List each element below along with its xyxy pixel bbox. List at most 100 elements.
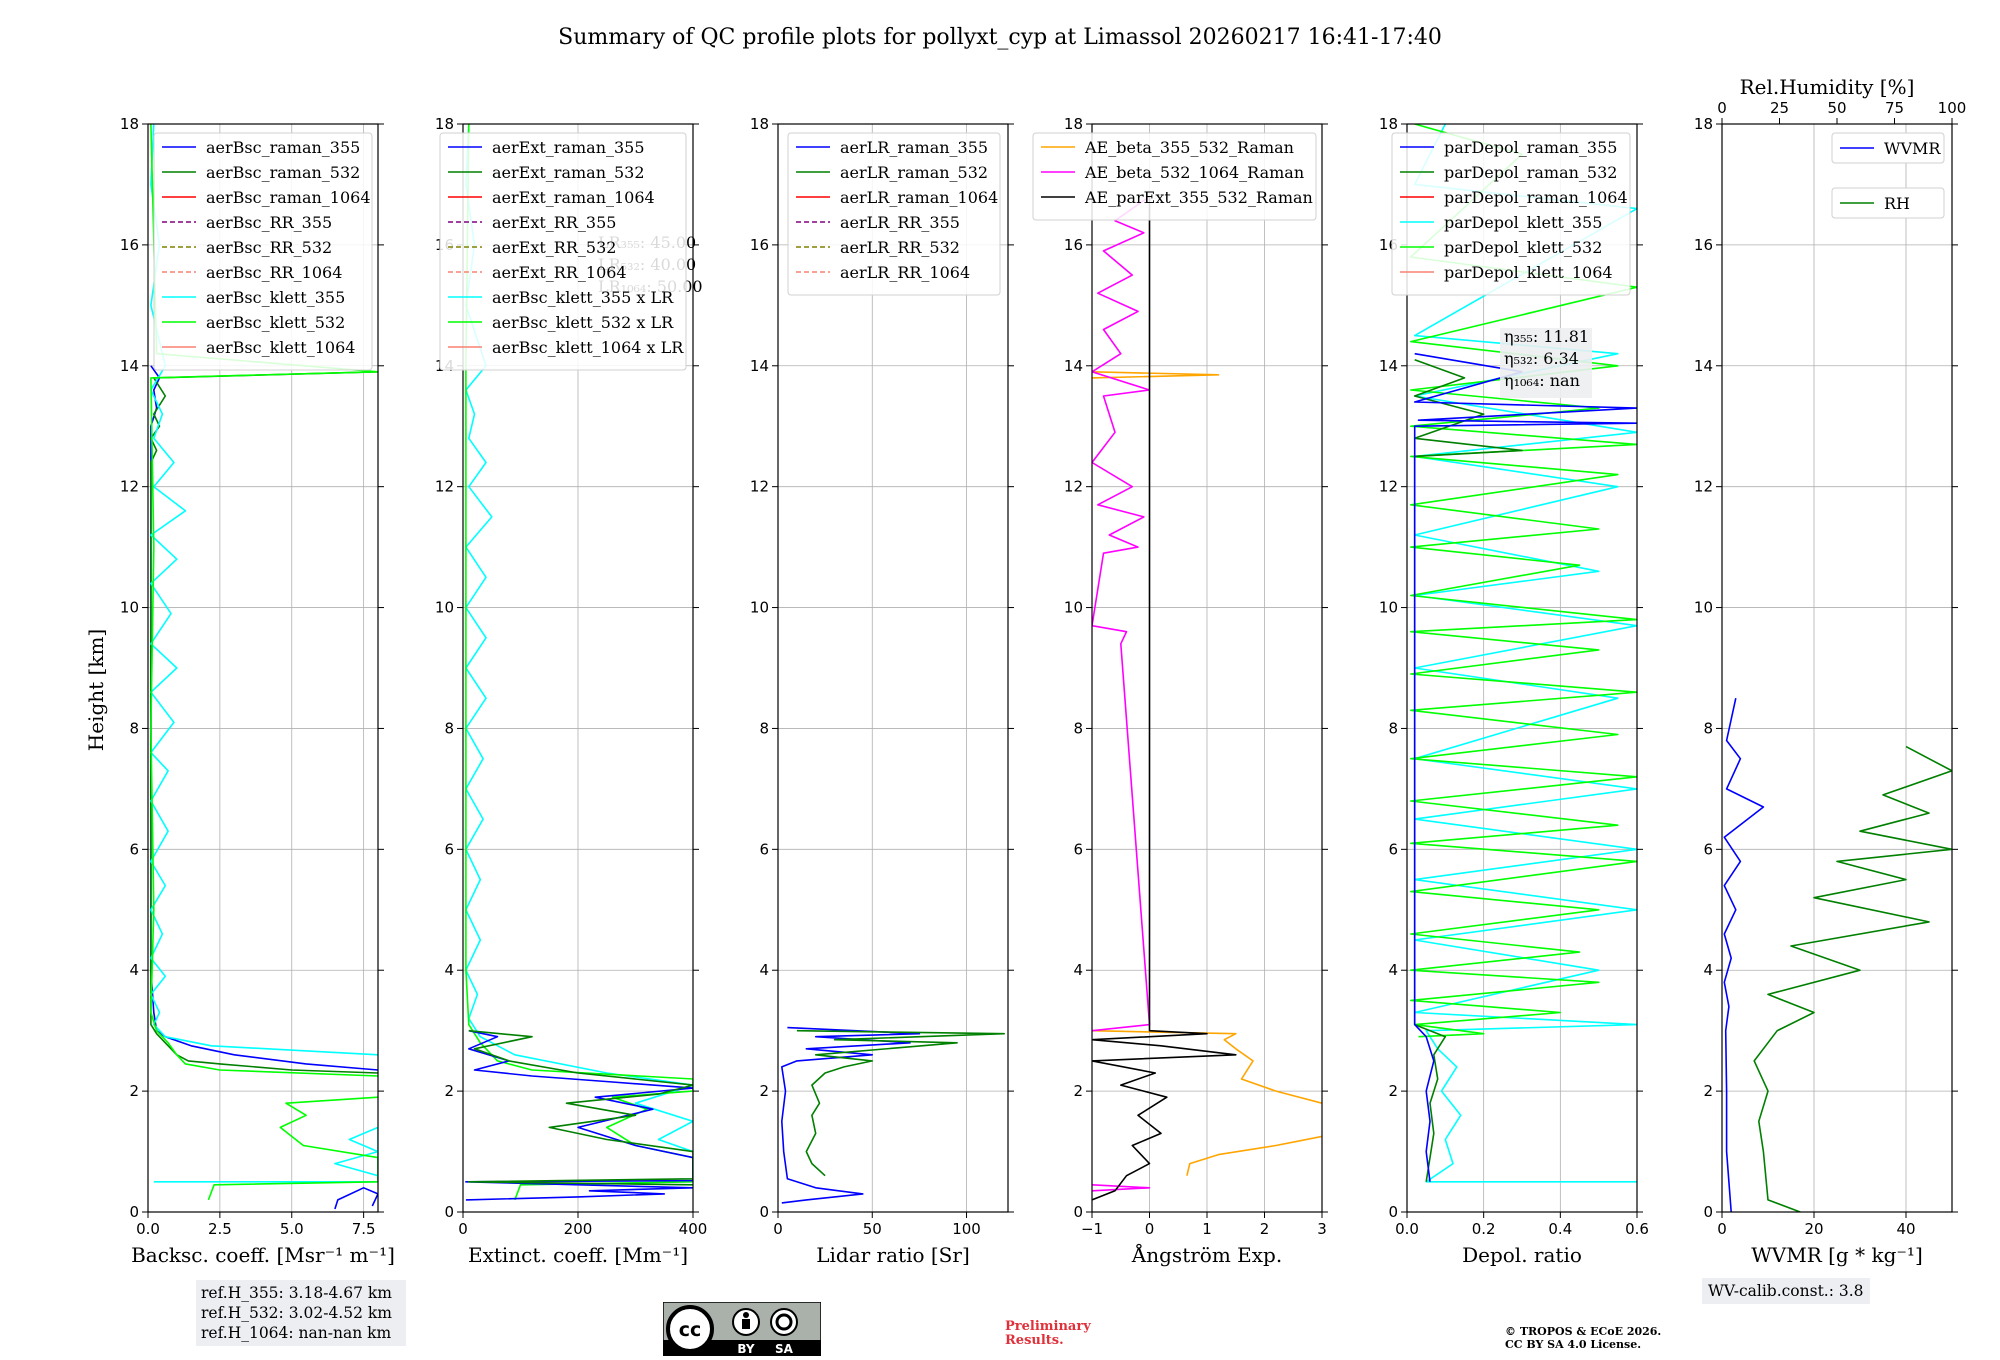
reference-heights-box: ref.H_355: 3.18-4.67 km ref.H_532: 3.02-…	[196, 1280, 406, 1346]
legend-label: aerLR_raman_532	[840, 163, 988, 182]
series-line-aerBsc_klett_532	[207, 1096, 378, 1201]
y-tick-label: 8	[1703, 719, 1713, 737]
x-tick-label: 0	[458, 1220, 468, 1238]
x-tick-label: 200	[564, 1220, 593, 1238]
legend-label: aerBsc_RR_532	[206, 238, 332, 257]
y-tick-label: 4	[1073, 961, 1083, 979]
series-line-aerBsc_klett_532-upper	[150, 124, 378, 1077]
top-x-tick-label: 100	[1938, 99, 1967, 117]
y-tick-label: 4	[129, 961, 139, 979]
axes-frame	[1721, 123, 1953, 1213]
y-tick-label: 0	[1073, 1203, 1083, 1221]
y-tick-label: 10	[750, 599, 769, 617]
series-group	[780, 1026, 1006, 1204]
legend-label: aerBsc_raman_1064	[206, 188, 371, 207]
x-tick-label: 3	[1317, 1220, 1327, 1238]
series-line-RH	[1753, 745, 1952, 1212]
x-tick-label: 40	[1896, 1220, 1915, 1238]
legend-label: aerExt_RR_355	[492, 213, 616, 232]
series-line-aerBsc_raman_532	[150, 371, 378, 1074]
annotation-text: η₅₃₂: 6.34	[1504, 349, 1579, 368]
y-tick-label: 18	[1694, 115, 1713, 133]
by-label: BY	[737, 1342, 754, 1356]
legend: WVMR RH	[1831, 132, 1945, 219]
y-tick-label: 16	[1064, 236, 1083, 254]
y-tick-label: 8	[129, 719, 139, 737]
x-tick-label: 0.6	[1625, 1220, 1649, 1238]
legend-label: aerLR_raman_355	[840, 138, 988, 157]
legend-label: aerExt_raman_355	[492, 138, 645, 157]
x-tick-label: 0	[1717, 1220, 1727, 1238]
x-tick-label: 2	[1260, 1220, 1270, 1238]
legend-label: parDepol_raman_1064	[1444, 188, 1628, 207]
y-tick-label: 8	[1073, 719, 1083, 737]
y-tick-label: 6	[1388, 840, 1398, 858]
series-line-parDepol_raman_355	[1413, 352, 1637, 1182]
copyright-line-2: CC BY SA 4.0 License.	[1505, 1338, 1642, 1351]
y-tick-label: 4	[1388, 961, 1398, 979]
x-axis-label: Depol. ratio	[1462, 1243, 1582, 1267]
x-axis-label: Ångström Exp.	[1131, 1242, 1282, 1267]
legend-label: aerLR_RR_1064	[840, 263, 970, 282]
x-axis-label: Extinct. coeff. [Mm⁻¹]	[468, 1243, 688, 1267]
legend-label: aerExt_RR_532	[492, 238, 616, 257]
legend-label: aerBsc_klett_355	[206, 288, 345, 307]
series-line-parDepol_klett_532	[1410, 124, 1637, 1038]
legend-label: aerLR_RR_355	[840, 213, 960, 232]
series-group	[1410, 124, 1637, 1183]
x-tick-label: 1	[1202, 1220, 1212, 1238]
legend-label: aerExt_raman_532	[492, 163, 645, 182]
y-tick-label: 6	[1703, 840, 1713, 858]
preliminary-line-2: Results.	[1005, 1333, 1064, 1348]
y-tick-label: 4	[759, 961, 769, 979]
y-tick-label: 10	[1379, 599, 1398, 617]
series-line-aerLR_raman_355	[780, 1026, 921, 1204]
y-tick-label: 4	[444, 961, 454, 979]
legend-label: aerExt_RR_1064	[492, 263, 627, 282]
panel-backscatter: 0 2 4 6 8 10 12 14 16 18 0.0 2.5 5.0 7.5 Backsc. coeff…	[120, 115, 395, 1267]
series-line-AE_beta_355_532_Raman-upper	[1092, 1029, 1322, 1104]
series-group	[1723, 698, 1952, 1212]
y-tick-label: 8	[444, 719, 454, 737]
x-tick-label: 7.5	[352, 1220, 376, 1238]
y-tick-label: 12	[1694, 478, 1713, 496]
y-tick-label: 18	[750, 115, 769, 133]
y-tick-label: 2	[1703, 1082, 1713, 1100]
y-tick-label: 8	[759, 719, 769, 737]
legend-label: AE_beta_355_532_Raman	[1084, 138, 1294, 157]
x-tick-label: 0.0	[1395, 1220, 1419, 1238]
y-tick-label: 10	[1694, 599, 1713, 617]
legend-box	[1831, 132, 1945, 164]
legend-box	[787, 132, 1001, 296]
legend-label: aerBsc_raman_532	[206, 163, 360, 182]
y-tick-label: 2	[759, 1082, 769, 1100]
legend-label: aerBsc_raman_355	[206, 138, 360, 157]
series-line-AE_beta_532_1064_Raman	[1092, 1184, 1151, 1192]
series-line-aerExt_raman_355	[465, 1029, 693, 1201]
legend-label: aerBsc_klett_532	[206, 313, 345, 332]
x-tick-label: 0	[773, 1220, 783, 1238]
series-line-aerBsc_raman_355-upper	[150, 365, 378, 1071]
series-group	[465, 124, 693, 1201]
x-axis-label: Backsc. coeff. [Msr⁻¹ m⁻¹]	[131, 1243, 395, 1267]
top-x-tick-label: 75	[1885, 99, 1904, 117]
y-tick-label: 6	[1073, 840, 1083, 858]
y-tick-label: 12	[1379, 478, 1398, 496]
y-tick-label: 12	[435, 478, 454, 496]
y-tick-label: 8	[1388, 719, 1398, 737]
series-line-AE_beta_355_532_Raman-14km	[1092, 371, 1220, 379]
legend-label: parDepol_klett_355	[1444, 213, 1602, 232]
x-tick-label: 0	[1145, 1220, 1155, 1238]
copyright-note: © TROPOS & ECoE 2026. CC BY SA 4.0 Licen…	[1505, 1325, 1661, 1351]
legend-label: parDepol_klett_532	[1444, 238, 1602, 257]
x-tick-label: 5.0	[280, 1220, 304, 1238]
series-line-aerBsc_klett_355-x-LR	[465, 124, 693, 1153]
ref-height-1064: ref.H_1064: nan-nan km	[201, 1324, 392, 1342]
y-tick-label: 18	[120, 115, 139, 133]
legend-label: parDepol_raman_355	[1444, 138, 1617, 157]
y-tick-label: 0	[444, 1203, 454, 1221]
